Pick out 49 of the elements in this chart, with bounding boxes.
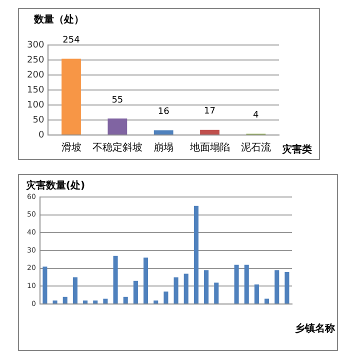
bar <box>164 292 168 304</box>
y-tick-label: 100 <box>26 100 44 110</box>
bar <box>234 264 239 304</box>
bar <box>254 284 259 304</box>
x-tick-label: 滑坡 <box>61 142 82 154</box>
bar <box>62 296 68 304</box>
bar <box>42 266 48 304</box>
x-tick-label: 崩塌 <box>154 142 174 154</box>
y-tick-label: 300 <box>26 40 44 50</box>
bar <box>123 296 128 304</box>
data-label: 55 <box>112 95 124 106</box>
bar <box>200 130 220 134</box>
bar <box>274 270 280 304</box>
y-axis-title: 灾害数量(处) <box>26 180 86 192</box>
x-tick-label: 地面塌陷 <box>188 142 230 154</box>
bar <box>108 118 128 134</box>
x-tick-label: 泥石流 <box>240 142 271 154</box>
bar <box>72 277 78 304</box>
y-tick-label: 250 <box>26 55 44 66</box>
bar <box>83 300 88 304</box>
y-tick-label: 200 <box>26 70 44 80</box>
y-tick-label: 50 <box>32 115 44 126</box>
y-tick-label: 150 <box>26 85 44 96</box>
x-axis-title: 乡镇名称 <box>295 322 336 335</box>
bar <box>62 58 81 134</box>
bar <box>194 206 198 304</box>
bar <box>52 300 58 304</box>
x-tick-label: 不稳定斜坡 <box>92 142 142 154</box>
x-axis-title: 灾害类 <box>282 144 312 156</box>
bar <box>244 264 249 304</box>
bar <box>133 280 138 304</box>
bar <box>103 298 108 304</box>
bar <box>284 272 290 304</box>
bar <box>144 258 148 304</box>
data-label: 17 <box>204 106 216 117</box>
bar <box>154 300 158 304</box>
data-label: 254 <box>62 36 80 46</box>
data-label: 16 <box>158 107 170 118</box>
bar <box>264 298 270 304</box>
y-axis-title: 数量（处） <box>33 14 84 26</box>
bar <box>204 270 209 304</box>
bar <box>184 274 188 304</box>
bar <box>154 130 174 134</box>
data-label: 4 <box>253 110 260 121</box>
bar <box>174 277 178 304</box>
y-tick-label: 0 <box>38 130 44 140</box>
bar <box>113 256 118 304</box>
bar <box>93 300 98 304</box>
bar <box>214 282 219 304</box>
